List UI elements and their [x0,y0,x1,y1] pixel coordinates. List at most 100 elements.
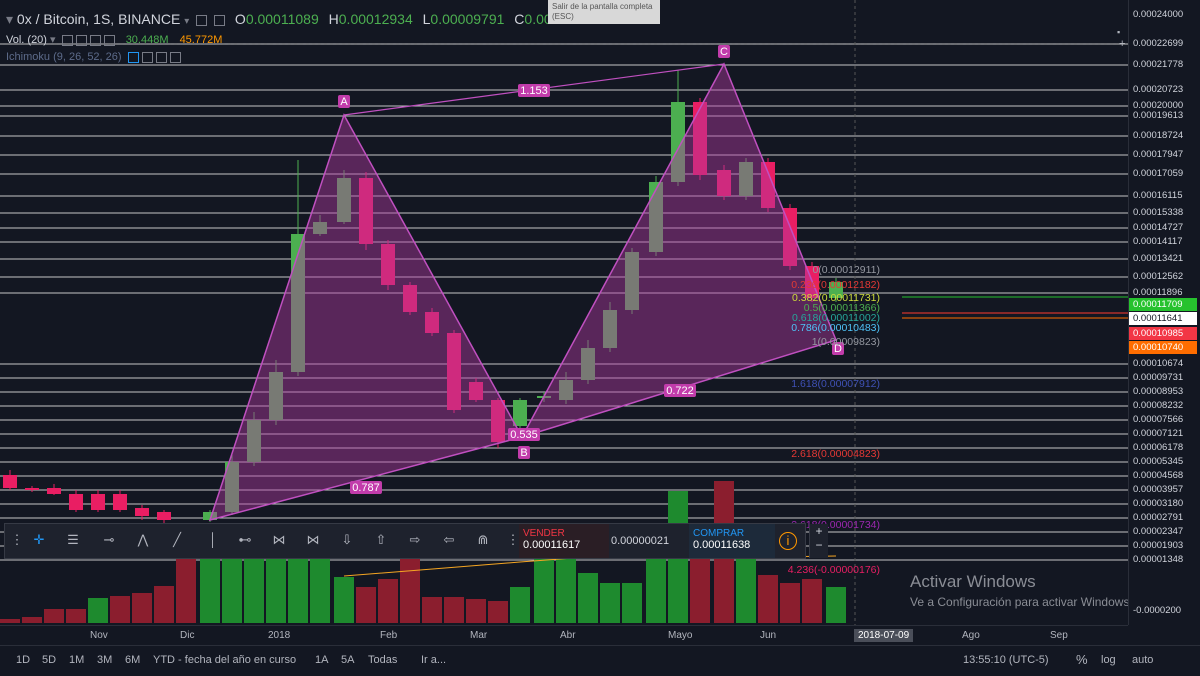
price-label: 0.00014117 [1133,236,1183,247]
eye-icon[interactable] [127,51,139,63]
horizontal-line-icon[interactable]: ⊸ [103,532,115,547]
add-price-button[interactable]: + [1119,38,1126,50]
range-button[interactable]: 1M [69,654,85,666]
candle-body [69,494,83,510]
volume-bar [266,557,286,623]
range-button[interactable]: Ir a... [421,654,447,666]
eye-icon[interactable] [61,34,73,46]
volume-label[interactable]: Vol. (20) [6,34,47,46]
chevron-down-icon[interactable]: ▾ [50,34,56,46]
price-axis[interactable]: 0.00024000 0.00022699 0.00021778 0.00020723… [1117,0,1200,625]
range-button[interactable]: YTD - fecha del año en curso [153,654,297,666]
range-button[interactable]: 1D [16,654,31,666]
volume-bar [222,559,242,623]
chart-canvas[interactable]: A B C D 1.153 0.535 0.722 0.787 [0,0,1128,625]
info-icon[interactable]: i [779,532,797,550]
delete-icon[interactable] [155,51,167,63]
exit-fullscreen-tooltip: Salir de la pantalla completa (ESC) [548,0,660,24]
lines-icon[interactable]: ☰ [67,532,79,547]
fib-level-label: 1(0.00009823) [811,336,880,348]
chart-area[interactable]: A B C D 1.153 0.535 0.722 0.787 ▾ 0x / Bitcoin,… [0,0,1128,625]
lock-icon[interactable]: ▪ [1117,27,1121,37]
xabcd-pattern-icon[interactable]: ⋈ [306,532,320,547]
volume-bar [534,551,554,623]
volume-bar [622,583,642,623]
ichimoku-label[interactable]: Ichimoku (9, 26, 52, 26) [6,51,122,63]
price-label: 0.00001903 [1133,540,1184,551]
time-label: Feb [380,630,398,641]
volume-bar [66,609,86,623]
range-button[interactable]: 1A [315,654,329,666]
log-toggle[interactable]: log [1101,654,1116,666]
settings-icon[interactable] [214,14,226,26]
elliott-wave-icon[interactable]: ⋀ [137,532,149,547]
candle-body [603,310,617,348]
volume-bar [510,587,530,623]
more-icon[interactable] [169,51,181,63]
volume-bar [422,597,442,623]
drag-handle-icon[interactable]: ⋮ [506,532,520,547]
delete-icon[interactable] [89,34,101,46]
vertical-line-icon[interactable]: │ [208,532,218,547]
candle-body [403,285,417,312]
fib-level-label: 0.382(0.00011731) [792,292,880,304]
candle-body [829,282,843,298]
candle-body [581,348,595,380]
more-icon[interactable] [103,34,115,46]
time-label: Ago [962,630,980,641]
chevron-down-icon[interactable]: ▾ [6,11,14,27]
range-button[interactable]: 5D [42,654,57,666]
price-label: 0.00005345 [1133,456,1184,467]
price-label: 0.00019613 [1133,110,1184,121]
auto-toggle[interactable]: auto [1132,654,1154,666]
ray-icon[interactable]: ⊷ [238,532,252,547]
price-label: 0.00021778 [1133,59,1184,70]
sell-label: VENDER [523,528,565,539]
candle-body [91,494,105,510]
volume-bar [88,598,108,623]
percent-toggle[interactable]: % [1076,652,1088,667]
ratio-d-label-bg [664,384,696,397]
time-axis[interactable]: Nov Dic 2018 Feb Mar Abr Mayo Jun Ago Sep 2018-07… [0,625,1128,646]
time-label: Sep [1050,630,1068,641]
buy-button[interactable]: COMPRAR 0.00011638 [689,524,775,558]
drag-handle-icon[interactable]: ⋮ [10,532,24,547]
arrow-up-icon[interactable]: ⇧ [375,532,387,547]
crosshair-icon[interactable]: ✛ [33,532,45,547]
volume-bar [826,587,846,623]
candle-body [739,162,753,196]
arrow-down-icon[interactable]: ⇩ [341,532,353,547]
symbol-title[interactable]: 0x / Bitcoin, 1S, BINANCE [16,11,181,27]
range-button[interactable]: 3M [97,654,113,666]
price-label: 0.00012562 [1133,271,1184,282]
price-label: 0.00013421 [1133,253,1184,264]
time-label: 2018 [268,630,291,641]
price-label: 0.00009731 [1133,372,1184,383]
candle-body [693,102,707,175]
eye-icon[interactable] [196,14,208,26]
ratio-x-label-bg [350,481,382,494]
abc-pattern-icon[interactable]: ⋈ [272,532,286,547]
settings-icon[interactable] [75,34,87,46]
range-button[interactable]: 6M [125,654,141,666]
range-button[interactable]: Todas [368,654,398,666]
candle-body [717,170,731,196]
arrow-right-icon[interactable]: ⇨ [409,532,421,547]
sell-button[interactable]: VENDER 0.00011617 [519,524,609,558]
zoom-out-button[interactable]: − [815,538,823,552]
zoom-in-button[interactable]: + [815,524,823,538]
caret-icon[interactable]: ▾ [184,16,190,27]
price-tag-orange: 0.00010740 [1129,341,1197,354]
ratio-ac-label: 1.153 [520,85,548,97]
settings-icon[interactable] [141,51,153,63]
trend-line-icon[interactable]: ╱ [173,532,181,547]
candle-body [425,312,439,333]
arrow-left-icon[interactable]: ⇦ [443,532,455,547]
bottom-bar: 1D 5D 1M 3M 6M YTD - fecha del año en curso 1A… [0,645,1200,676]
range-button[interactable]: 5A [341,654,355,666]
drawing-toolbar: ⋮ ✛ ☰ ⊸ ⋀ ╱ │ ⊷ ⋈ ⋈ ⇩ ⇧ ⇨ ⇦ ⋒ ⋮ VENDER 0… [4,523,828,559]
time-label: Nov [90,630,108,641]
head-shoulders-icon[interactable]: ⋒ [477,532,489,547]
price-label: 0.00003180 [1133,498,1184,509]
clock-time[interactable]: 13:55:10 (UTC-5) [963,654,1049,666]
